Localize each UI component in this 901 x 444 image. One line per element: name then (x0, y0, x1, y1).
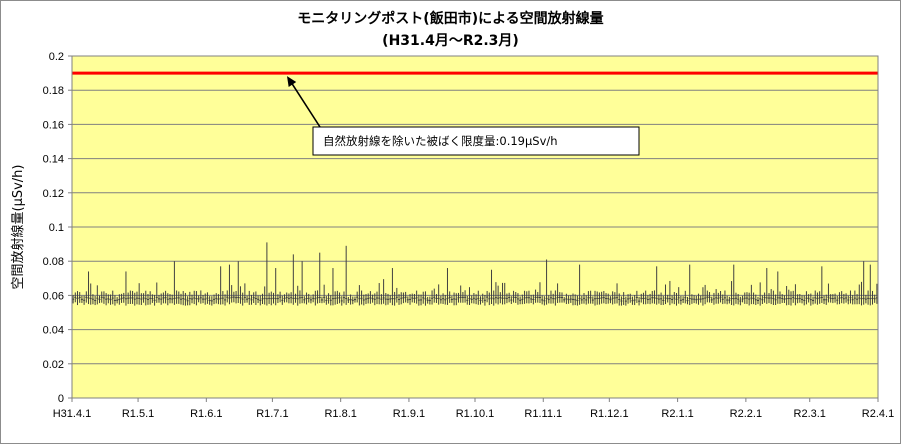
x-tick-label: R2.1.1 (661, 408, 693, 420)
x-tick-label: R1.9.1 (393, 408, 425, 420)
data-series (72, 242, 878, 306)
y-axis-label: 空間放射線量(μSv/h) (10, 165, 26, 290)
y-axis-ticks: 0 0.02 0.04 0.06 0.08 0.1 0.12 0.14 0.16 0.18 0.2 (43, 51, 72, 405)
y-tick-label: 0.18 (43, 85, 64, 97)
x-tick-label: H31.4.1 (53, 408, 92, 420)
x-tick-label: R1.10.1 (456, 408, 495, 420)
y-tick-label: 0.16 (43, 119, 64, 131)
arrowhead-icon (287, 76, 297, 87)
chart-subtitle: (H31.4月〜R2.3月) (382, 33, 519, 49)
annotation-text: 自然放射線を除いた被ばく限度量:0.19μSv/h (323, 134, 558, 148)
y-tick-label: 0.08 (43, 256, 64, 268)
x-tick-label: R2.2.1 (730, 408, 762, 420)
y-tick-label: 0.04 (43, 325, 64, 337)
x-tick-label: R1.5.1 (122, 408, 154, 420)
y-tick-label: 0.1 (49, 222, 64, 234)
annotation-arrow (290, 81, 321, 128)
x-tick-label: R1.8.1 (324, 408, 356, 420)
y-tick-label: 0.06 (43, 290, 64, 302)
y-tick-label: 0.14 (43, 154, 64, 166)
x-tick-label: R2.4.1 (862, 408, 894, 420)
x-tick-label: R1.6.1 (190, 408, 222, 420)
annotation-box (312, 126, 640, 156)
x-axis-ticks: H31.4.1 R1.5.1 R1.6.1 R1.7.1 R1.8.1 R1.9.1 R1.… (53, 398, 894, 420)
x-tick-label: R1.7.1 (256, 408, 288, 420)
y-tick-label: 0 (58, 393, 64, 405)
x-tick-label: R2.3.1 (794, 408, 826, 420)
y-tick-label: 0.2 (49, 51, 64, 63)
y-tick-label: 0.12 (43, 188, 64, 200)
annotation: 自然放射線を除いた被ばく限度量:0.19μSv/h (287, 76, 640, 156)
chart-title: モニタリングポスト(飯田市)による空間放射線量 (297, 11, 604, 27)
y-tick-label: 0.02 (43, 359, 64, 371)
x-tick-label: R1.12.1 (590, 408, 629, 420)
x-tick-label: R1.11.1 (524, 408, 562, 420)
